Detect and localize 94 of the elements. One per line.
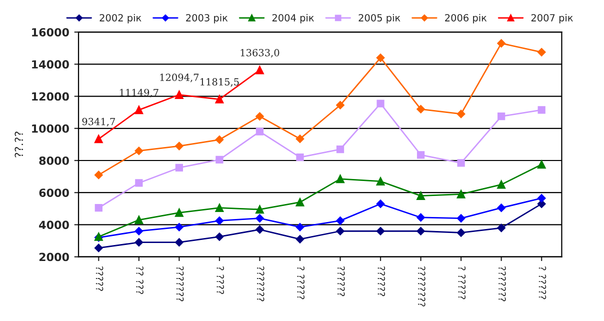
point	[376, 100, 384, 108]
x-tick-label: ????????	[418, 266, 426, 306]
data-label: 11149,7	[120, 88, 158, 98]
point	[497, 180, 506, 189]
point	[537, 48, 546, 56]
point	[256, 66, 264, 74]
point	[376, 200, 385, 208]
point	[215, 232, 224, 241]
point	[376, 177, 385, 186]
point	[134, 146, 144, 155]
point	[538, 106, 546, 114]
x-tick-label: ?? ???	[136, 266, 144, 294]
point	[498, 112, 506, 120]
y-tick-label: 4000	[39, 220, 69, 230]
point	[256, 205, 264, 214]
x-tick-label: ? ????	[216, 266, 224, 294]
point	[215, 204, 224, 212]
data-label: 13633,0	[240, 48, 280, 58]
point	[94, 170, 103, 180]
point	[537, 160, 546, 169]
point	[497, 204, 506, 212]
point	[215, 95, 224, 104]
legend-label: 2003 рік	[186, 14, 228, 24]
point	[256, 128, 264, 136]
point	[175, 90, 184, 99]
point	[376, 226, 385, 236]
x-tick-label: ??????	[338, 266, 345, 296]
point	[336, 226, 344, 236]
point	[175, 164, 184, 172]
point	[94, 134, 103, 144]
x-tick-label: ???????	[257, 266, 264, 302]
y-tick-label: 2000	[39, 252, 69, 262]
x-tick-label: ???????	[176, 266, 184, 302]
point	[94, 244, 103, 252]
y-tick-label: 16000	[32, 28, 69, 36]
point	[336, 145, 344, 154]
x-tick-label: ? ?????	[458, 266, 466, 300]
point	[175, 238, 184, 246]
point	[416, 213, 425, 222]
legend-label: 2005 рік	[358, 14, 400, 24]
point	[134, 226, 144, 236]
point	[175, 208, 184, 217]
x-tick-label: ?????	[96, 266, 104, 291]
point	[134, 216, 144, 224]
legend-label: 2004 рік	[272, 14, 314, 24]
point	[256, 112, 264, 120]
y-tick-label: 8000	[39, 156, 69, 165]
point	[456, 214, 466, 222]
point	[215, 216, 224, 225]
x-tick-label: ? ?????	[297, 266, 305, 300]
point	[216, 156, 224, 164]
x-tick-label: ? ?????	[538, 266, 546, 300]
legend-label: 2007 рік	[531, 14, 573, 24]
data-label: 9341,7	[82, 118, 115, 126]
point	[497, 224, 506, 232]
point	[296, 134, 304, 143]
point	[416, 151, 425, 159]
legend-label: 2002 рік	[100, 14, 142, 24]
legend-label: 2006 рік	[445, 14, 487, 24]
point	[256, 214, 264, 222]
point	[336, 100, 344, 110]
point	[376, 54, 385, 62]
point	[456, 110, 466, 118]
point	[94, 204, 102, 212]
y-tick-label: 14000	[32, 60, 69, 69]
point	[336, 174, 344, 184]
point	[296, 153, 304, 162]
point	[416, 105, 425, 114]
point	[175, 142, 184, 150]
y-tick-label: 10000	[32, 124, 69, 133]
point	[497, 39, 506, 48]
point	[134, 238, 144, 246]
point	[134, 106, 144, 114]
y-tick-label: 6000	[39, 188, 69, 197]
x-tick-label: ??????	[378, 266, 386, 296]
point	[135, 179, 143, 187]
y-axis-title: ??.??	[14, 132, 23, 158]
point	[456, 190, 466, 198]
data-label: 11815,5	[200, 78, 239, 87]
point	[175, 222, 184, 232]
point	[215, 136, 224, 144]
point	[456, 228, 466, 237]
y-tick-label: 12000	[32, 92, 69, 101]
x-tick-label: ???????	[498, 266, 506, 302]
point	[416, 226, 425, 236]
point	[296, 198, 304, 206]
point	[296, 235, 304, 244]
point	[416, 192, 425, 200]
point	[296, 222, 304, 232]
data-label: 12094,7	[160, 74, 199, 82]
point	[336, 216, 344, 225]
point	[537, 194, 546, 202]
point	[457, 159, 465, 167]
point	[256, 225, 264, 234]
